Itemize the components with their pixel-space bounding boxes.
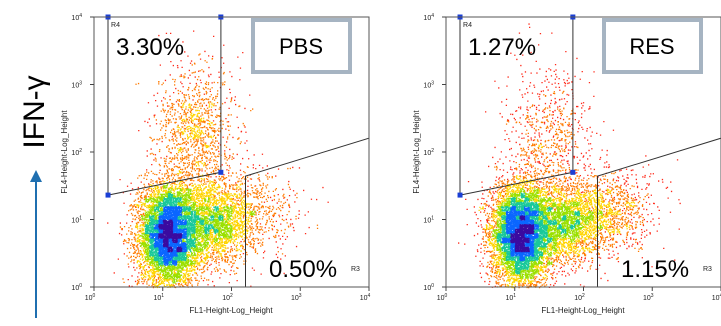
y-tick-label: 103 xyxy=(423,81,434,90)
x-tick-label: 103 xyxy=(291,293,302,302)
gate-percent-label: 0.50% xyxy=(269,256,337,283)
y-tick-label: 104 xyxy=(423,13,434,22)
ifn-gamma-label: IFN-γ xyxy=(18,75,51,148)
gate-percent-label: 3.30% xyxy=(116,34,184,61)
condition-box: PBS xyxy=(253,20,350,72)
gate-name-label: R4 xyxy=(111,22,120,29)
y-tick-label: 101 xyxy=(423,216,434,225)
gate-handle-3 xyxy=(106,193,111,198)
y-tick-label: 102 xyxy=(423,148,434,157)
y-tick-label: 102 xyxy=(71,148,82,157)
x-axis-label: FL1-Height-Log_Height xyxy=(541,306,625,315)
gate-name-label: R3 xyxy=(351,266,360,273)
ifn-gamma-annotation: IFN-γ xyxy=(18,75,51,318)
y-axis-label: FL4-Height-Log_Height xyxy=(412,110,421,194)
y-tick-label: 100 xyxy=(423,283,434,292)
x-axis-label: FL1-Height-Log_Height xyxy=(189,306,273,315)
gate-name-label: R4 xyxy=(463,22,472,29)
x-tick-label: 103 xyxy=(643,293,654,302)
ifn-gamma-arrow-icon xyxy=(30,170,42,182)
x-tick-label: 104 xyxy=(712,293,721,302)
x-tick-label: 100 xyxy=(437,293,448,302)
y-tick-label: 104 xyxy=(71,13,82,22)
x-tick-label: 102 xyxy=(222,293,233,302)
y-tick-label: 103 xyxy=(71,81,82,90)
condition-label: PBS xyxy=(279,34,323,59)
gate-percent-label: 1.15% xyxy=(621,256,689,283)
x-tick-label: 101 xyxy=(153,293,164,302)
y-tick-label: 100 xyxy=(71,283,82,292)
gate-name-label: R3 xyxy=(703,266,712,273)
x-tick-label: 101 xyxy=(505,293,516,302)
y-axis-label: FL4-Height-Log_Height xyxy=(60,110,69,194)
x-tick-label: 100 xyxy=(85,293,96,302)
gate-percent-label: 1.27% xyxy=(468,34,536,61)
y-tick-label: 101 xyxy=(71,216,82,225)
x-tick-label: 104 xyxy=(360,293,371,302)
gate-handle-2 xyxy=(218,170,223,175)
x-tick-label: 102 xyxy=(574,293,585,302)
flow-plot-pbs: R4 3.30% R3 0.50% 100 101 102 103 104 100 101 102 1… xyxy=(60,13,371,315)
condition-box: RES xyxy=(604,20,701,72)
flow-plot-res: R4 1.27% R3 1.15% 100 101 102 103 104 100 101 102 1… xyxy=(412,13,721,315)
gate-handle-2 xyxy=(570,170,575,175)
condition-label: RES xyxy=(629,34,674,59)
gate-handle-3 xyxy=(458,193,463,198)
